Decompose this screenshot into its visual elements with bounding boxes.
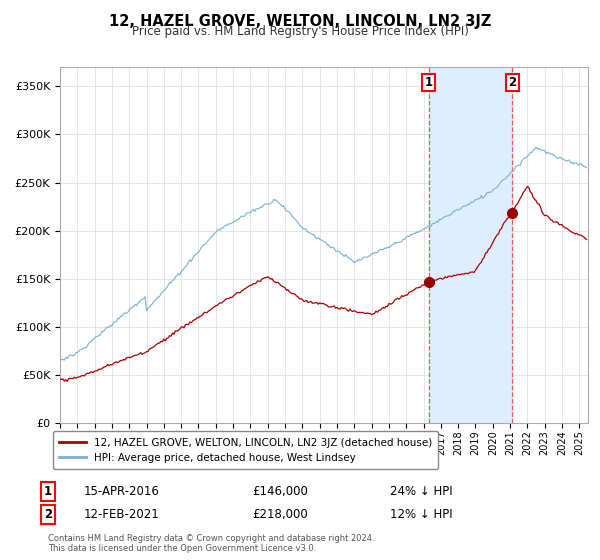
Text: 12, HAZEL GROVE, WELTON, LINCOLN, LN2 3JZ: 12, HAZEL GROVE, WELTON, LINCOLN, LN2 3J…	[109, 14, 491, 29]
Text: 12-FEB-2021: 12-FEB-2021	[84, 507, 160, 521]
Text: Contains HM Land Registry data © Crown copyright and database right 2024.: Contains HM Land Registry data © Crown c…	[48, 534, 374, 543]
Text: This data is licensed under the Open Government Licence v3.0.: This data is licensed under the Open Gov…	[48, 544, 316, 553]
Text: Price paid vs. HM Land Registry's House Price Index (HPI): Price paid vs. HM Land Registry's House …	[131, 25, 469, 38]
Text: 2: 2	[44, 507, 52, 521]
Text: 24% ↓ HPI: 24% ↓ HPI	[390, 485, 452, 498]
Text: 15-APR-2016: 15-APR-2016	[84, 485, 160, 498]
Legend: 12, HAZEL GROVE, WELTON, LINCOLN, LN2 3JZ (detached house), HPI: Average price, : 12, HAZEL GROVE, WELTON, LINCOLN, LN2 3J…	[53, 431, 439, 469]
Text: 2: 2	[508, 76, 516, 89]
Bar	[428, 67, 512, 423]
Text: 1: 1	[424, 76, 433, 89]
Text: £146,000: £146,000	[252, 485, 308, 498]
Text: 1: 1	[44, 485, 52, 498]
Text: £218,000: £218,000	[252, 507, 308, 521]
Text: 12% ↓ HPI: 12% ↓ HPI	[390, 507, 452, 521]
